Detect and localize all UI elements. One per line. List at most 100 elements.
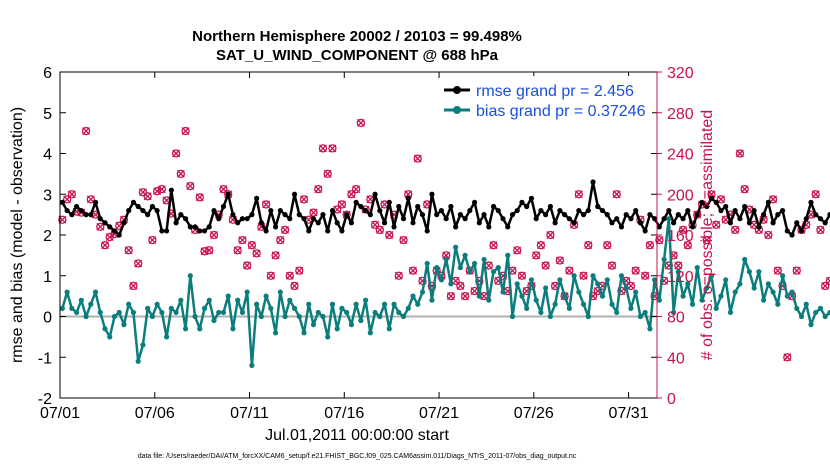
obs-assimilated-marker [608, 261, 616, 270]
obs-possible-marker [712, 220, 721, 229]
rmse-point [149, 203, 155, 210]
rmse-point [296, 212, 302, 218]
obs-assimilated-marker [409, 266, 417, 275]
bias-point [789, 289, 795, 295]
obs-possible-marker [134, 259, 143, 268]
obs-point [735, 149, 745, 158]
rmse-point [88, 212, 94, 218]
rmse-point [685, 207, 691, 214]
bias-point [102, 326, 108, 332]
y-right-tick-label: 200 [667, 187, 694, 204]
rmse-point [216, 216, 222, 222]
bias-point [609, 301, 615, 307]
obs-assimilated-marker [399, 236, 408, 245]
obs-point [702, 235, 711, 245]
bias-point [301, 330, 307, 336]
rmse-point [415, 203, 421, 210]
obs-possible-marker [792, 266, 801, 275]
rmse-point [225, 191, 231, 197]
bias-point [514, 281, 520, 287]
obs-point [205, 246, 214, 255]
obs-possible-marker [124, 246, 133, 255]
bias-point [808, 322, 814, 328]
obs-possible-marker [238, 235, 247, 245]
y-tick-label: 0 [43, 310, 52, 327]
obs-assimilated-marker [252, 249, 261, 258]
obs-assimilated-marker [285, 271, 294, 280]
rmse-point [272, 224, 279, 230]
obs-assimilated-marker [513, 246, 522, 255]
rmse-point [358, 203, 364, 210]
obs-assimilated-marker [712, 220, 721, 229]
rmse-point [789, 232, 795, 238]
obs-possible-marker [186, 181, 195, 191]
bias-point [220, 309, 227, 316]
rmse-point [543, 212, 549, 218]
obs-point [375, 225, 384, 235]
obs-point [67, 190, 76, 199]
obs-possible-marker [617, 286, 626, 296]
bias-point [765, 281, 771, 287]
rmse-point [126, 207, 132, 214]
rmse-point [775, 212, 781, 218]
obs-assimilated-marker [247, 241, 256, 250]
obs-point [816, 225, 825, 235]
rmse-point [704, 203, 710, 210]
obs-possible-marker [81, 126, 91, 136]
bias-point [471, 260, 478, 267]
obs-possible-marker [195, 193, 204, 202]
obs-possible-marker [385, 230, 394, 240]
rmse-point [813, 212, 819, 218]
rmse-point [187, 224, 193, 230]
x-tick-label: 07/01 [40, 405, 80, 422]
rmse-point [670, 220, 677, 226]
obs-possible-marker [517, 271, 527, 280]
obs-assimilated-marker [579, 271, 588, 280]
bias-point [329, 301, 336, 307]
y-right-tick-label: 320 [667, 65, 694, 82]
bias-point [590, 273, 596, 279]
rmse-point [263, 228, 269, 234]
bias-point [135, 358, 141, 364]
rmse-point [372, 191, 378, 197]
rmse-point [268, 207, 274, 214]
bias-point [367, 330, 373, 336]
x-tick-label: 07/31 [609, 405, 649, 422]
bias-point [73, 309, 80, 316]
obs-possible-marker [631, 266, 640, 275]
bias-point [206, 297, 212, 303]
obs-possible-marker [816, 225, 825, 235]
rmse-point [751, 207, 757, 214]
obs-point [631, 266, 640, 275]
obs-assimilated-marker [574, 190, 583, 199]
bias-point [524, 305, 530, 311]
bias-point [798, 313, 805, 320]
obs-assimilated-marker [811, 190, 820, 199]
obs-possible-marker [285, 271, 294, 280]
obs-point [731, 225, 740, 235]
rmse-point [159, 228, 165, 234]
obs-point [641, 271, 650, 280]
rmse-point [244, 216, 250, 222]
legend-bias-label: bias grand pr = 0.37246 [476, 103, 646, 120]
rmse-point [808, 199, 814, 205]
bias-point [642, 309, 648, 316]
rmse-point [301, 216, 307, 222]
bias-point [713, 305, 719, 311]
rmse-point [277, 207, 283, 214]
obs-possible-marker [219, 185, 228, 194]
rmse-point [490, 203, 497, 210]
rmse-point [457, 212, 463, 218]
bias-point [258, 313, 264, 320]
obs-assimilated-marker [456, 281, 465, 290]
obs-point [565, 266, 574, 275]
bias-point [107, 334, 113, 340]
rmse-point [230, 212, 236, 218]
obs-assimilated-marker [67, 190, 76, 199]
bias-point [225, 293, 231, 299]
bias-point [249, 362, 255, 368]
obs-assimilated-marker [243, 261, 252, 270]
obs-point [541, 261, 550, 270]
bias-point [230, 326, 236, 332]
obs-possible-marker [328, 144, 337, 153]
